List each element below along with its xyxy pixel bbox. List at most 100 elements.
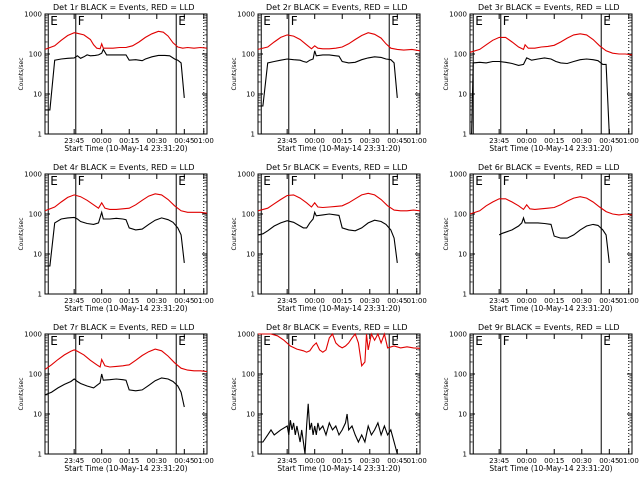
x-axis-label: Start Time (10-May-14 23:31:20)	[277, 144, 400, 153]
x-tick-label: 00:45	[599, 457, 619, 465]
lld-series-line	[257, 32, 421, 52]
event-marker: E	[475, 334, 483, 348]
x-tick-label: 00:00	[305, 457, 325, 465]
x-tick-label: 00:15	[332, 137, 352, 145]
x-tick-label: 00:00	[92, 137, 112, 145]
y-axis-label: Counts/sec	[443, 57, 450, 90]
panel-title: Det 4r BLACK = Events, RED = LLD	[53, 163, 195, 172]
y-tick-label: 10	[458, 251, 467, 259]
x-tick-label: 00:30	[572, 137, 592, 145]
y-tick-label: 100	[242, 371, 255, 379]
detector-panel: Det 9r BLACK = Events, RED = LLD 1 10 100 10…	[443, 323, 639, 473]
event-marker: E	[603, 174, 611, 188]
y-tick-label: 1	[38, 451, 42, 459]
y-tick-label: 1	[251, 451, 255, 459]
y-tick-label: 100	[29, 211, 42, 219]
events-series-line	[44, 373, 185, 408]
event-marker: F	[78, 14, 85, 28]
x-tick-label: 00:15	[544, 457, 564, 465]
event-marker: E	[50, 14, 58, 28]
x-tick-label: 00:00	[517, 457, 537, 465]
x-axis-label: Start Time (10-May-14 23:31:20)	[277, 464, 400, 473]
y-tick-label: 1000	[237, 331, 255, 339]
y-axis-label: Counts/sec	[18, 217, 25, 250]
x-tick-label: 01:00	[407, 297, 427, 305]
event-marker: F	[503, 174, 510, 188]
event-marker: F	[503, 14, 510, 28]
y-tick-label: 10	[246, 251, 255, 259]
x-tick-label: 23:45	[277, 457, 297, 465]
detector-panel: Det 7r BLACK = Events, RED = LLD 1 10 100 10…	[18, 323, 214, 473]
x-tick-label: 00:45	[387, 457, 407, 465]
x-tick-label: 01:00	[194, 137, 214, 145]
events-series-line	[45, 48, 185, 111]
x-tick-label: 23:45	[277, 297, 297, 305]
x-tick-label: 01:00	[194, 297, 214, 305]
detector-panel: Det 5r BLACK = Events, RED = LLD 1 10 100 10…	[231, 163, 427, 313]
x-axis-label: Start Time (10-May-14 23:31:20)	[64, 304, 187, 313]
y-tick-label: 1000	[237, 171, 255, 179]
event-marker: E	[263, 14, 271, 28]
x-tick-label: 00:00	[92, 457, 112, 465]
x-tick-label: 23:45	[489, 137, 509, 145]
y-axis-label: Counts/sec	[231, 377, 238, 410]
panel-title: Det 3r BLACK = Events, RED = LLD	[478, 3, 620, 12]
panel-title: Det 6r BLACK = Events, RED = LLD	[478, 163, 620, 172]
x-tick-label: 00:30	[572, 457, 592, 465]
lld-series-line	[257, 192, 421, 212]
y-tick-label: 1000	[24, 331, 42, 339]
x-tick-label: 00:30	[147, 297, 167, 305]
event-marker: F	[78, 334, 85, 348]
events-series-line	[498, 216, 610, 263]
y-tick-label: 1	[463, 451, 467, 459]
event-marker: F	[503, 334, 510, 348]
x-tick-label: 00:30	[360, 457, 380, 465]
event-marker: E	[391, 14, 399, 28]
event-marker: E	[178, 334, 186, 348]
y-axis-label: Counts/sec	[18, 57, 25, 90]
x-tick-label: 23:45	[277, 137, 297, 145]
plot-frame	[257, 173, 421, 295]
event-marker: E	[263, 174, 271, 188]
y-tick-label: 10	[458, 411, 467, 419]
y-tick-label: 1000	[237, 11, 255, 19]
y-tick-label: 1	[38, 131, 42, 139]
panel-title: Det 8r BLACK = Events, RED = LLD	[266, 323, 408, 332]
plot-frame	[257, 333, 421, 455]
y-tick-label: 10	[33, 91, 42, 99]
y-axis-label: Counts/sec	[18, 377, 25, 410]
y-axis-label: Counts/sec	[231, 57, 238, 90]
x-axis-label: Start Time (10-May-14 23:31:20)	[277, 304, 400, 313]
x-tick-label: 00:00	[517, 137, 537, 145]
panel-title: Det 1r BLACK = Events, RED = LLD	[53, 3, 195, 12]
detector-panel: Det 1r BLACK = Events, RED = LLD 1 10 100 10…	[18, 3, 214, 153]
y-tick-label: 100	[454, 211, 467, 219]
y-tick-label: 10	[458, 91, 467, 99]
x-tick-label: 01:00	[619, 137, 639, 145]
events-series-line	[258, 403, 398, 455]
y-tick-label: 1000	[449, 171, 467, 179]
plot-frame	[469, 13, 633, 135]
lld-series-line	[469, 196, 633, 216]
y-tick-label: 1	[251, 131, 255, 139]
panel-title: Det 9r BLACK = Events, RED = LLD	[478, 323, 620, 332]
y-tick-label: 1	[251, 291, 255, 299]
lld-series-line	[44, 193, 208, 214]
panel-title: Det 5r BLACK = Events, RED = LLD	[266, 163, 408, 172]
y-tick-label: 10	[33, 251, 42, 259]
x-tick-label: 00:00	[305, 297, 325, 305]
y-tick-label: 100	[29, 51, 42, 59]
event-marker: E	[178, 14, 186, 28]
event-marker: E	[178, 174, 186, 188]
detector-panel: Det 4r BLACK = Events, RED = LLD 1 10 100 10…	[18, 163, 214, 313]
events-series-line	[258, 50, 398, 107]
lld-series-line	[44, 348, 208, 373]
y-tick-label: 1000	[449, 331, 467, 339]
y-axis-label: Counts/sec	[443, 377, 450, 410]
y-tick-label: 1	[463, 291, 467, 299]
x-tick-label: 00:45	[599, 297, 619, 305]
x-tick-label: 23:45	[64, 297, 84, 305]
x-tick-label: 00:45	[387, 137, 407, 145]
x-axis-label: Start Time (10-May-14 23:31:20)	[64, 144, 187, 153]
